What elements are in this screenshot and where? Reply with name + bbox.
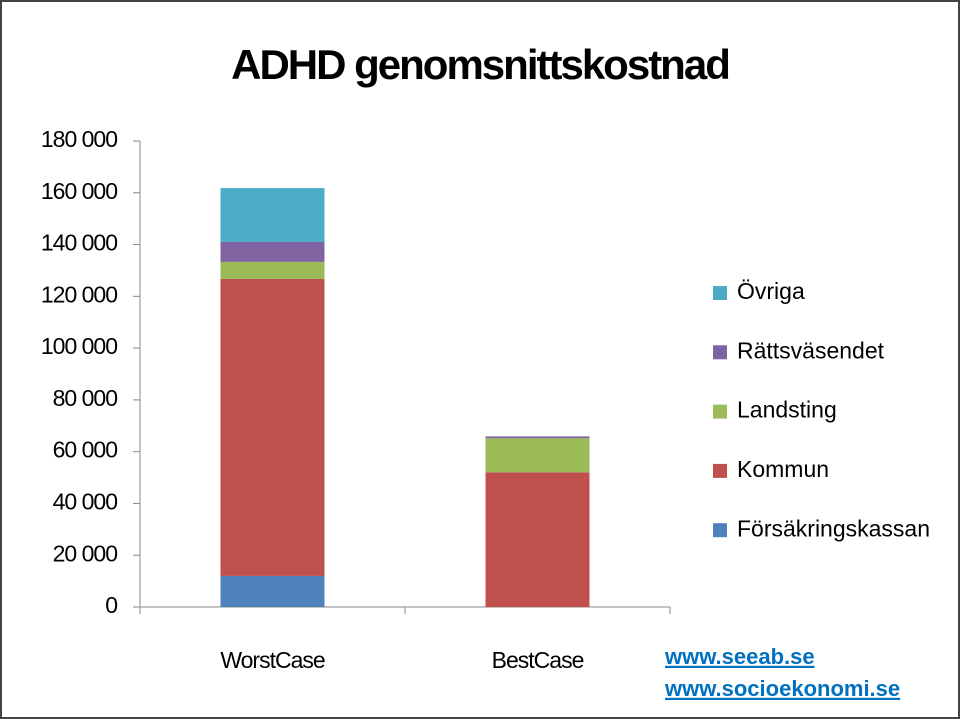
legend-label: Landsting: [737, 397, 837, 423]
legend-label: Försäkringskassan: [737, 515, 930, 541]
legend-swatch: [713, 404, 727, 419]
bar-segment: [485, 472, 590, 607]
legend-label: Kommun: [737, 456, 829, 482]
bar-segment: [220, 261, 325, 279]
bar-segment: [220, 188, 325, 242]
legend-label: Övriga: [737, 278, 805, 304]
bar-segment: [220, 278, 325, 576]
legend-swatch: [713, 345, 727, 360]
y-tick-label: 140 000: [41, 230, 117, 256]
y-tick-label: 20 000: [53, 540, 118, 566]
y-tick-label: 180 000: [41, 126, 117, 152]
y-tick-label: 120 000: [41, 281, 117, 307]
y-tick-label: 160 000: [41, 178, 117, 204]
bar-segment: [485, 436, 590, 439]
legend-label: Rättsväsendet: [737, 337, 885, 363]
y-tick-label: 0: [105, 592, 117, 618]
bar-segment: [220, 241, 325, 262]
legend-swatch: [713, 523, 727, 538]
x-tick-label: BestCase: [492, 647, 584, 673]
bar-segment: [485, 438, 590, 473]
x-tick-label: WorstCase: [220, 647, 325, 673]
y-tick-label: 60 000: [53, 437, 118, 463]
url[interactable]: www.seeab.se: [664, 644, 815, 669]
y-tick-label: 100 000: [41, 333, 117, 359]
chart-title: ADHD genomsnittskostnad: [231, 41, 729, 88]
bar-segment: [220, 575, 325, 607]
url[interactable]: www.socioekonomi.se: [664, 676, 900, 701]
y-tick-label: 80 000: [53, 385, 118, 411]
legend-swatch: [713, 463, 727, 478]
y-tick-label: 40 000: [53, 489, 118, 515]
legend-swatch: [713, 286, 727, 300]
